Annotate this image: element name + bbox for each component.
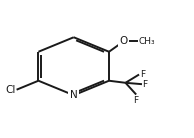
Text: F: F [134, 96, 139, 105]
Text: F: F [140, 70, 145, 79]
Text: Cl: Cl [5, 85, 16, 95]
Text: O: O [120, 36, 128, 46]
Text: N: N [70, 90, 78, 100]
Text: CH₃: CH₃ [139, 37, 155, 46]
Text: F: F [143, 80, 148, 89]
